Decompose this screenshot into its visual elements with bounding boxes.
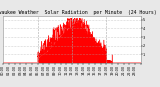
Title:  Milwaukee Weather  Solar Radiation  per Minute  (24 Hours): Milwaukee Weather Solar Radiation per Mi… — [0, 10, 157, 15]
